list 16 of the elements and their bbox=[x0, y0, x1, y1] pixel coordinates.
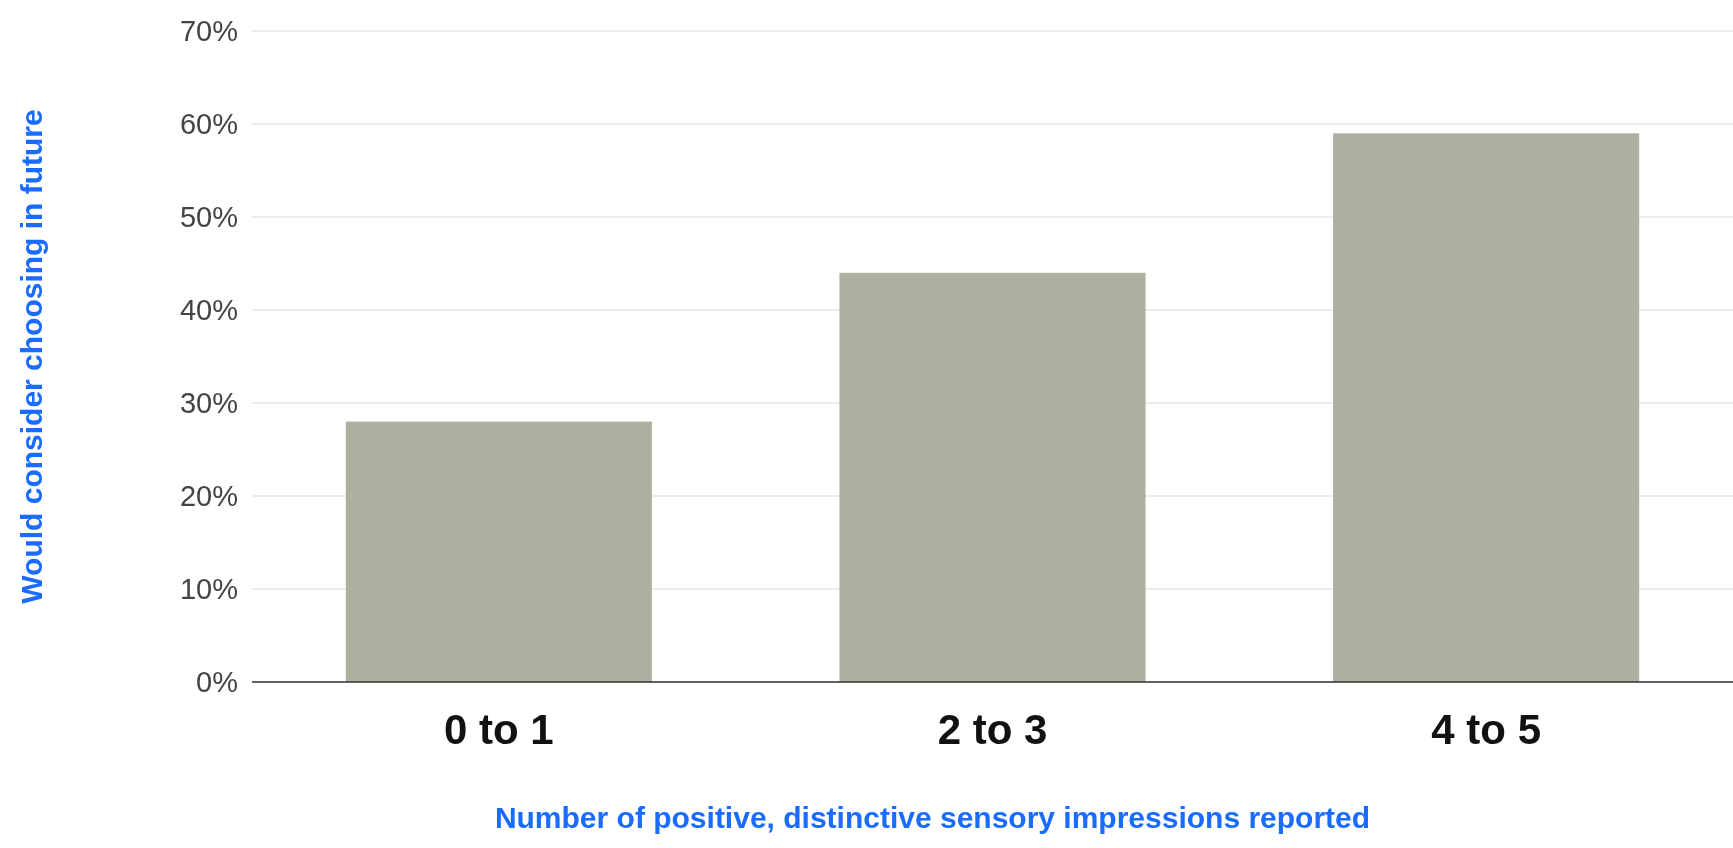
x-tick-label: 2 to 3 bbox=[937, 706, 1048, 753]
y-tick-label: 30% bbox=[179, 387, 238, 420]
y-tick-label: 50% bbox=[179, 201, 238, 234]
y-tick-label: 10% bbox=[179, 573, 238, 606]
y-tick-label: 0% bbox=[196, 666, 238, 699]
x-tick-label: 0 to 1 bbox=[443, 706, 554, 753]
y-tick-label: 70% bbox=[179, 15, 238, 48]
x-tick-label: 4 to 5 bbox=[1431, 706, 1542, 753]
bar bbox=[1333, 133, 1640, 682]
y-tick-label: 20% bbox=[179, 480, 238, 513]
y-tick-label: 60% bbox=[179, 108, 238, 141]
bar bbox=[345, 421, 652, 682]
bar bbox=[839, 272, 1146, 682]
y-axis-title: Would consider choosing in future bbox=[15, 109, 48, 604]
y-tick-label: 40% bbox=[179, 294, 238, 327]
x-axis-title: Number of positive, distinctive sensory impressions reported bbox=[494, 801, 1371, 834]
